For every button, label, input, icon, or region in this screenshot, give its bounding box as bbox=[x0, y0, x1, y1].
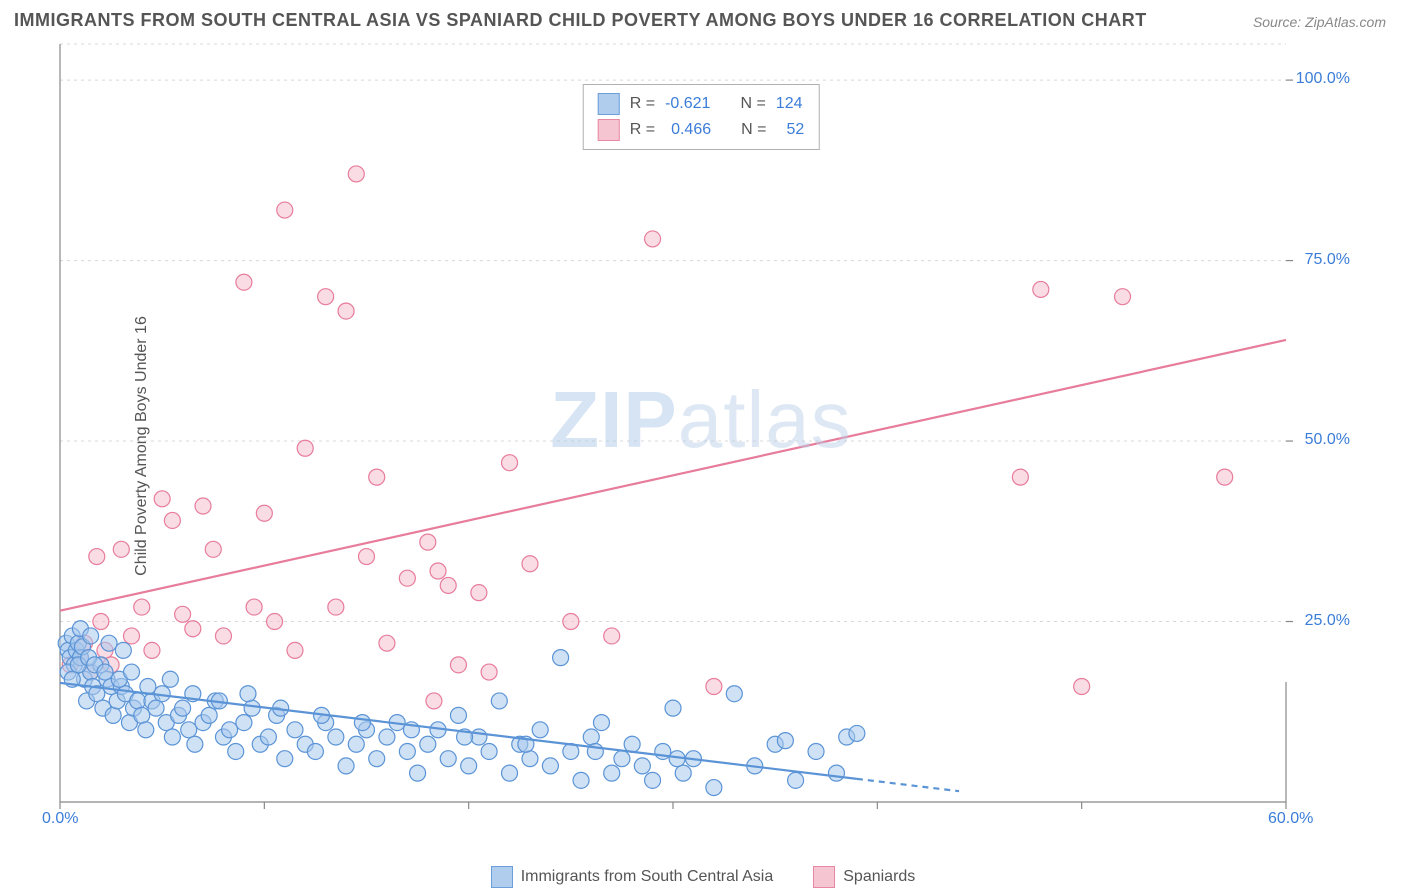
swatch-series-1 bbox=[598, 93, 620, 115]
r-value-2: 0.466 bbox=[671, 121, 711, 139]
legend-row-series-1: R = -0.621 N = 124 bbox=[598, 91, 805, 117]
legend-item-1: Immigrants from South Central Asia bbox=[491, 866, 774, 888]
chart-title: IMMIGRANTS FROM SOUTH CENTRAL ASIA VS SP… bbox=[14, 10, 1147, 31]
legend-item-2: Spaniards bbox=[813, 866, 915, 888]
r-label: R = bbox=[630, 121, 655, 139]
y-tick-label: 75.0% bbox=[1305, 251, 1350, 269]
series-legend: Immigrants from South Central Asia Spani… bbox=[0, 866, 1406, 888]
x-tick-label: 60.0% bbox=[1268, 810, 1313, 828]
swatch-series-2 bbox=[598, 119, 620, 141]
n-value-2: 52 bbox=[786, 121, 804, 139]
n-label: N = bbox=[740, 95, 765, 113]
correlation-legend: R = -0.621 N = 124 R = 0.466 N = 52 bbox=[583, 84, 820, 150]
y-tick-label: 50.0% bbox=[1305, 431, 1350, 449]
y-tick-label: 25.0% bbox=[1305, 612, 1350, 630]
n-value-1: 124 bbox=[776, 95, 803, 113]
r-value-1: -0.621 bbox=[665, 95, 710, 113]
source-label: Source: ZipAtlas.com bbox=[1253, 14, 1386, 30]
swatch-series-2-icon bbox=[813, 866, 835, 888]
chart-area: ZIPatlas R = -0.621 N = 124 R = 0.466 N … bbox=[56, 40, 1346, 832]
x-tick-label: 0.0% bbox=[42, 810, 78, 828]
scatter-plot bbox=[56, 40, 1346, 832]
legend-label-2: Spaniards bbox=[843, 868, 915, 886]
n-label: N = bbox=[741, 121, 766, 139]
legend-row-series-2: R = 0.466 N = 52 bbox=[598, 117, 805, 143]
swatch-series-1-icon bbox=[491, 866, 513, 888]
r-label: R = bbox=[630, 95, 655, 113]
y-tick-label: 100.0% bbox=[1296, 70, 1350, 88]
legend-label-1: Immigrants from South Central Asia bbox=[521, 868, 774, 886]
